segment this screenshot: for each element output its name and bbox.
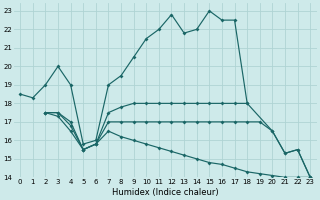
X-axis label: Humidex (Indice chaleur): Humidex (Indice chaleur) xyxy=(112,188,219,197)
